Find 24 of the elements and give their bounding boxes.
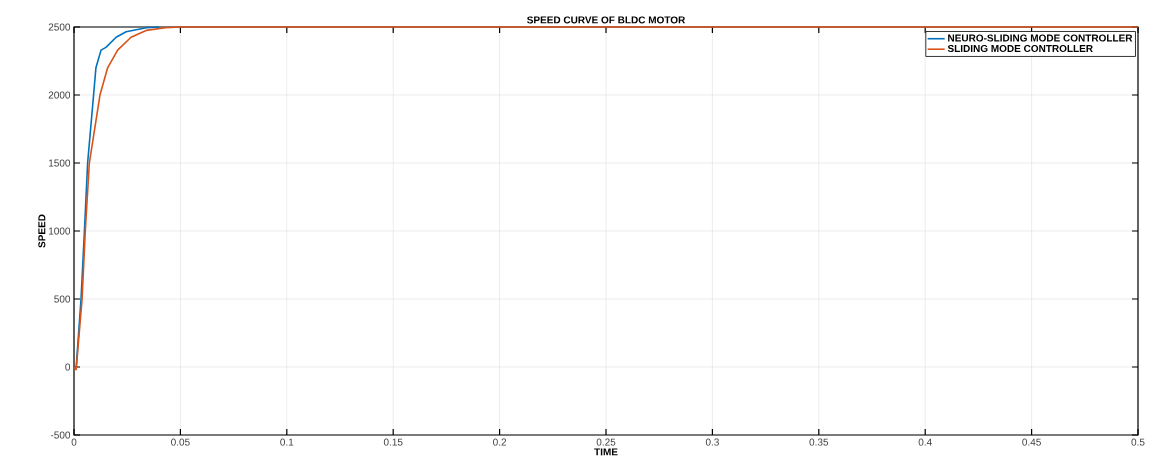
x-tick-label: 0.1 (280, 438, 294, 446)
x-tick-label: 0.2 (493, 438, 507, 446)
y-tick-label: 2500 (48, 23, 71, 31)
x-tick-label: 0.15 (383, 438, 403, 446)
x-tick-label: 0.35 (809, 438, 829, 446)
y-tick-label: 1500 (48, 159, 71, 167)
x-tick-label: 0 (71, 438, 77, 446)
x-tick-label: 0.45 (1022, 438, 1041, 446)
x-tick-label: 0.3 (705, 438, 719, 446)
y-tick-label: 500 (54, 295, 71, 303)
legend-label: SLIDING MODE CONTROLLER (947, 44, 1093, 53)
chart-title: SPEED CURVE OF BLDC MOTOR (527, 16, 686, 24)
y-tick-label: 2000 (48, 91, 71, 99)
x-tick-label: 0.4 (918, 438, 932, 446)
x-tick-label: 0.05 (171, 438, 190, 446)
y-tick-label: -500 (50, 431, 71, 439)
x-axis-title: TIME (594, 448, 618, 456)
legend-label: NEURO-SLIDING MODE CONTROLLER (948, 34, 1133, 42)
y-tick-label: 0 (65, 363, 71, 371)
y-tick-label: 1000 (48, 227, 71, 235)
x-tick-label: 0.5 (1131, 438, 1145, 446)
line-series (73, 26, 160, 370)
x-tick-label: 0.25 (596, 438, 616, 446)
y-axis-title: SPEED (38, 214, 46, 248)
